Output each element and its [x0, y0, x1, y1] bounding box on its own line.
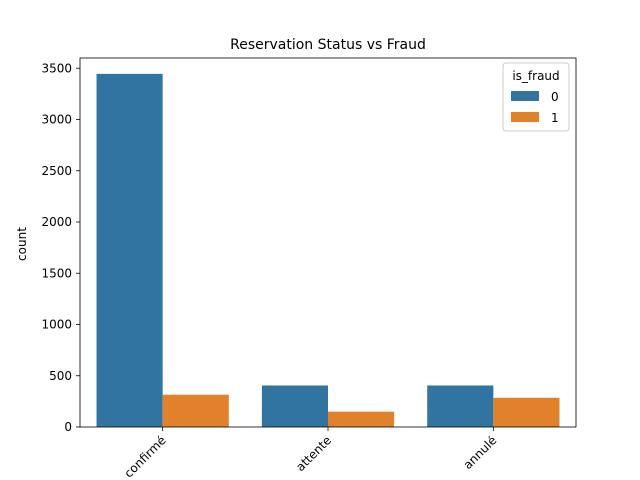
legend-label-0: 0 — [551, 90, 559, 104]
bar-annulé-series-0 — [427, 385, 494, 427]
y-tick-label: 2500 — [41, 164, 72, 178]
bar-confirmé-series-1 — [162, 394, 229, 427]
y-tick-label: 0 — [64, 420, 72, 434]
legend-swatch-0 — [511, 91, 539, 101]
y-tick-label: 1000 — [41, 318, 72, 332]
bar-attente-series-1 — [328, 411, 395, 427]
plot-area — [79, 57, 577, 428]
y-tick-label: 500 — [49, 369, 72, 383]
legend-swatch-1 — [511, 112, 539, 122]
y-tick-label: 2000 — [41, 215, 72, 229]
y-tick-label: 3500 — [41, 61, 72, 75]
legend-title: is_fraud — [512, 69, 559, 83]
bar-annulé-series-1 — [493, 397, 560, 427]
legend-label-1: 1 — [551, 111, 559, 125]
legend: is_fraud 0 1 — [502, 62, 570, 132]
chart-title: Reservation Status vs Fraud — [230, 37, 426, 53]
y-tick-label: 3000 — [41, 113, 72, 127]
bar-confirmé-series-0 — [96, 73, 163, 427]
y-axis: 0 500 1000 1500 2000 2500 3000 3500 — [41, 61, 80, 434]
y-tick-label: 1500 — [41, 266, 72, 280]
y-axis-label: count — [15, 227, 29, 261]
bar-attente-series-0 — [261, 385, 328, 427]
